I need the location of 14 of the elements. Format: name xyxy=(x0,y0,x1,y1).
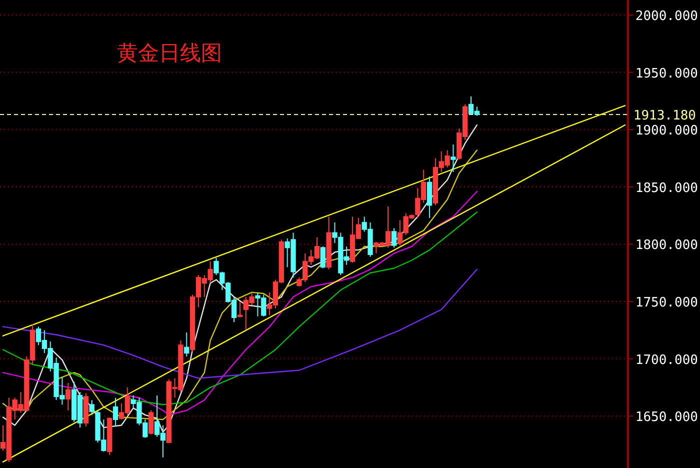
candlestick xyxy=(112,397,118,427)
candlestick xyxy=(426,176,432,218)
y-tick-label: 1750.000 xyxy=(635,295,698,310)
ref-line-label: 1913.180 xyxy=(633,108,696,124)
candlestick xyxy=(450,144,456,173)
y-tick-label: 2000.000 xyxy=(635,9,698,24)
y-tick-label: 1850.000 xyxy=(635,180,698,196)
y-tick-label: 1650.000 xyxy=(635,410,698,426)
y-tick-label: 1800.000 xyxy=(635,238,698,254)
line-series xyxy=(2,268,478,379)
y-tick-label: 1700.000 xyxy=(635,352,698,368)
y-tick-label: 1900.000 xyxy=(635,124,698,139)
y-tick-label: 1950.000 xyxy=(635,66,698,82)
text: 黄金日线图 xyxy=(117,41,222,65)
